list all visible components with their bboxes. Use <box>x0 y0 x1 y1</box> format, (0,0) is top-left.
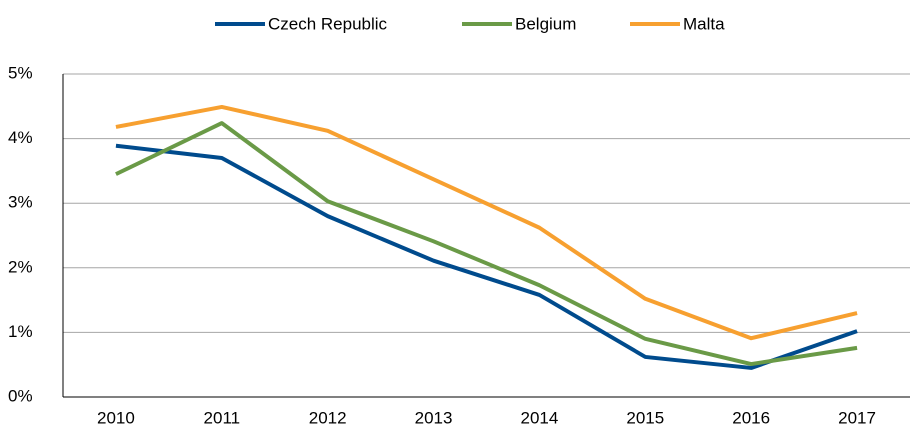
line-series <box>115 121 858 367</box>
y-tick-label: 2% <box>8 257 33 276</box>
x-tick-label: 2015 <box>626 408 664 427</box>
line-series <box>115 143 858 370</box>
x-tick-label: 2016 <box>732 408 770 427</box>
legend-label: Czech Republic <box>268 14 388 33</box>
x-tick-label: 2017 <box>838 408 876 427</box>
x-tick-label: 2010 <box>97 408 135 427</box>
x-tick-label: 2013 <box>415 408 453 427</box>
x-tick-label: 2014 <box>521 408 559 427</box>
y-tick-label: 5% <box>8 63 33 82</box>
y-tick-label: 0% <box>8 386 33 405</box>
x-tick-label: 2011 <box>204 408 241 427</box>
legend-label: Malta <box>683 14 725 33</box>
y-tick-label: 1% <box>8 322 33 341</box>
y-tick-label: 3% <box>8 193 33 212</box>
legend-label: Belgium <box>515 14 576 33</box>
y-tick-label: 4% <box>8 128 33 147</box>
x-tick-label: 2012 <box>309 408 347 427</box>
line-series <box>115 104 858 341</box>
